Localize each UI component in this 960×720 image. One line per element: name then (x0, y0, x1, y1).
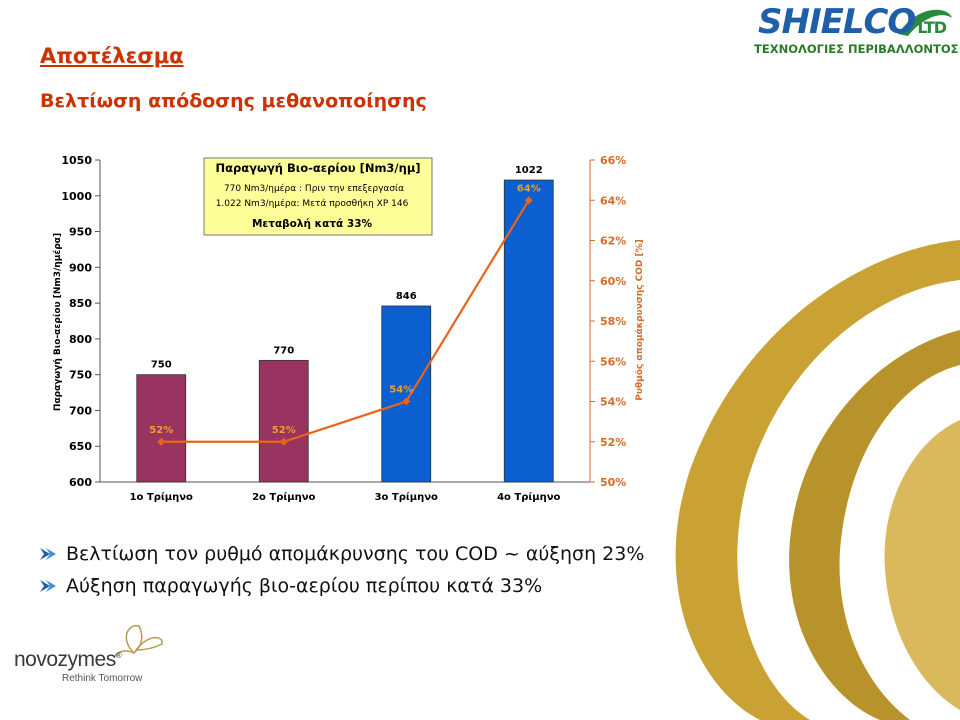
line-point (157, 437, 166, 446)
bullet-arrow-icon (40, 548, 56, 560)
novozymes-brand: novozymes® (14, 648, 122, 671)
annotation-title: Παραγωγή Βιο-αερίου [Nm3/ημ] (215, 161, 420, 175)
annotation-line-2: 1.022 Nm3/ημέρα: Μετά προσθήκη XP 146 (216, 198, 409, 209)
line-data-label: 54% (389, 385, 413, 396)
shielco-swoosh-icon (898, 9, 952, 36)
y2-tick-label: 60% (600, 275, 626, 288)
bar (503, 179, 554, 483)
y2-tick-label: 52% (600, 436, 626, 449)
y-tick-label: 700 (69, 404, 92, 417)
y2-tick-label: 58% (600, 315, 626, 328)
chart-annotation: Παραγωγή Βιο-αερίου [Nm3/ημ] 770 Nm3/ημέ… (203, 157, 433, 236)
y2-tick-label: 56% (600, 355, 626, 368)
annotation-box (203, 157, 433, 236)
bullet-text: Βελτίωση τον ρυθμό απομάκρυνσης του COD … (66, 543, 645, 565)
bar-data-label: 1022 (515, 165, 543, 176)
biogas-chart: Παραγωγή Βιο-αερίου [Nm3/ημέρα] Ρυθμός α… (52, 154, 645, 503)
y2-tick-label: 50% (600, 476, 626, 489)
y2-tick-label: 66% (600, 154, 626, 167)
slide-subtitle: Βελτίωση απόδοσης μεθανοποίησης (40, 90, 427, 112)
bar-data-label: 750 (151, 360, 172, 371)
y-tick-label: 950 (69, 226, 92, 239)
novozymes-logo: novozymes® Rethink Tomorrow (14, 618, 174, 688)
y-tick-label: 900 (69, 261, 92, 274)
y-tick-label: 1050 (61, 154, 92, 167)
bar-data-label: 846 (396, 291, 417, 302)
y-tick-label: 750 (69, 369, 92, 382)
x-tick-label: 1ο Τρίμηνο (130, 491, 193, 503)
x-tick-label: 4ο Τρίμηνο (497, 491, 560, 503)
annotation-footer: Μεταβολή κατά 33% (252, 218, 373, 230)
line-point (524, 196, 533, 205)
line-data-label: 52% (149, 425, 173, 436)
slide-title: Αποτέλεσμα (40, 44, 184, 68)
shielco-brand: SHIELCO LTD (758, 2, 947, 42)
y-tick-label: 800 (69, 333, 92, 346)
bullet-list: Βελτίωση τον ρυθμό απομάκρυνσης του COD … (40, 543, 644, 607)
shielco-tagline: ΤΕΧΝΟΛΟΓΙΕΣ ΠΕΡΙΒΑΛΛΟΝΤΟΣ (754, 42, 959, 56)
y2-tick-label: 64% (600, 194, 626, 207)
bullet-item: Βελτίωση τον ρυθμό απομάκρυνσης του COD … (40, 543, 644, 575)
x-tick-label: 2ο Τρίμηνο (252, 491, 315, 503)
bullet-item: Αύξηση παραγωγής βιο-αερίου περίπου κατά… (40, 575, 644, 607)
novozymes-tagline: Rethink Tomorrow (62, 673, 143, 684)
bullet-text: Αύξηση παραγωγής βιο-αερίου περίπου κατά… (66, 575, 543, 597)
annotation-line-1: 770 Nm3/ημέρα : Πριν την επεξεργασία (224, 183, 404, 194)
y-tick-label: 850 (69, 297, 92, 310)
line-data-label: 52% (272, 425, 296, 436)
y-axis-label: Παραγωγή Βιο-αερίου [Nm3/ημέρα] (52, 233, 63, 411)
bar (258, 359, 309, 483)
shielco-logo: SHIELCO LTD ΤΕΧΝΟΛΟΓΙΕΣ ΠΕΡΙΒΑΛΛΟΝΤΟΣ (748, 2, 959, 60)
bar-data-label: 770 (273, 345, 294, 356)
y-tick-label: 600 (69, 476, 92, 489)
x-tick-label: 3ο Τρίμηνο (375, 491, 438, 503)
y2-axis-label: Ρυθμός απομάκρυνσης COD [%] (634, 239, 645, 400)
cod-removal-line (161, 199, 530, 443)
line-point (402, 397, 411, 406)
novozymes-leaf-icon (114, 624, 163, 658)
y2-tick-label: 54% (600, 396, 626, 409)
line-point (279, 437, 288, 446)
bar (136, 374, 187, 483)
y-tick-label: 650 (69, 440, 92, 453)
y-tick-label: 1000 (61, 190, 92, 203)
bar (381, 305, 432, 483)
bullet-arrow-icon (40, 580, 56, 592)
y2-tick-label: 62% (600, 235, 626, 248)
line-data-label: 64% (517, 183, 541, 194)
